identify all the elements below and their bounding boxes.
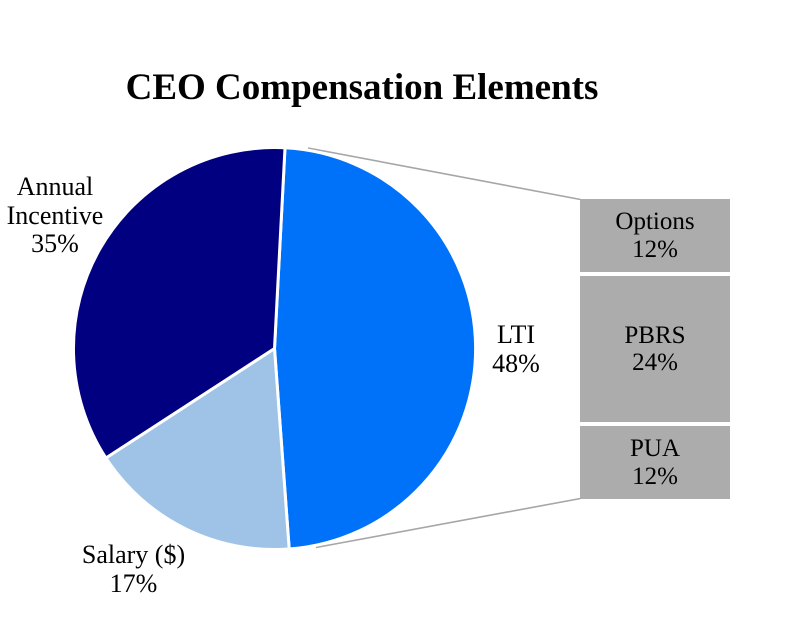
breakdown-box-options: Options 12% — [580, 199, 730, 272]
breakdown-bar: Options 12% PBRS 24% PUA 12% — [580, 199, 730, 499]
breakdown-box-label: Options 12% — [615, 208, 695, 263]
connector-line-top — [307, 147, 581, 201]
breakdown-box-pbrs: PBRS 24% — [580, 276, 730, 422]
pie-slice-salary — [104, 347, 291, 552]
connector-line-bottom — [315, 497, 581, 549]
breakdown-box-label: PBRS 24% — [624, 321, 686, 377]
chart-title: CEO Compensation Elements — [125, 67, 599, 108]
breakdown-box-pua: PUA 12% — [580, 426, 730, 499]
pie-slice-lti — [273, 146, 478, 551]
slice-label-lti: LTI 48% — [492, 320, 540, 378]
slice-label-salary: Salary ($) 17% — [81, 540, 186, 598]
pie-slice-annual-incentive — [71, 146, 287, 460]
slice-label-annual-incentive: Annual Incentive 35% — [6, 172, 104, 259]
breakdown-box-label: PUA 12% — [629, 435, 680, 490]
